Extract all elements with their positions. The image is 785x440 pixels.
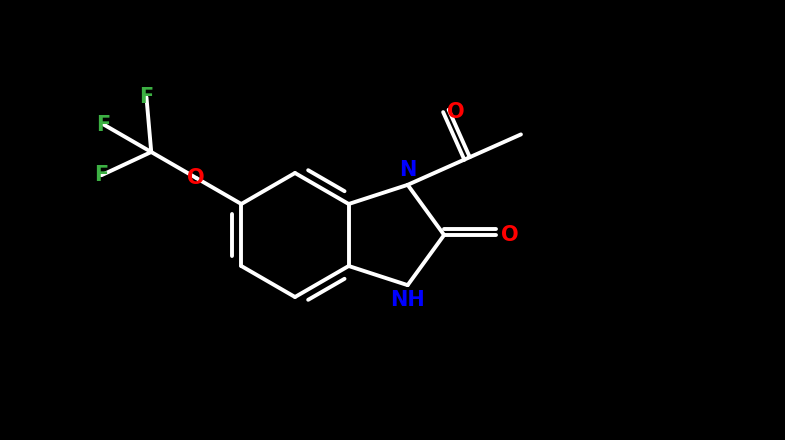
Text: O: O [188, 168, 205, 188]
Text: F: F [94, 165, 108, 185]
Text: NH: NH [390, 290, 425, 310]
Text: F: F [139, 87, 154, 107]
Text: O: O [447, 102, 465, 122]
Text: O: O [501, 225, 519, 245]
Text: F: F [97, 114, 111, 135]
Text: N: N [399, 160, 416, 180]
